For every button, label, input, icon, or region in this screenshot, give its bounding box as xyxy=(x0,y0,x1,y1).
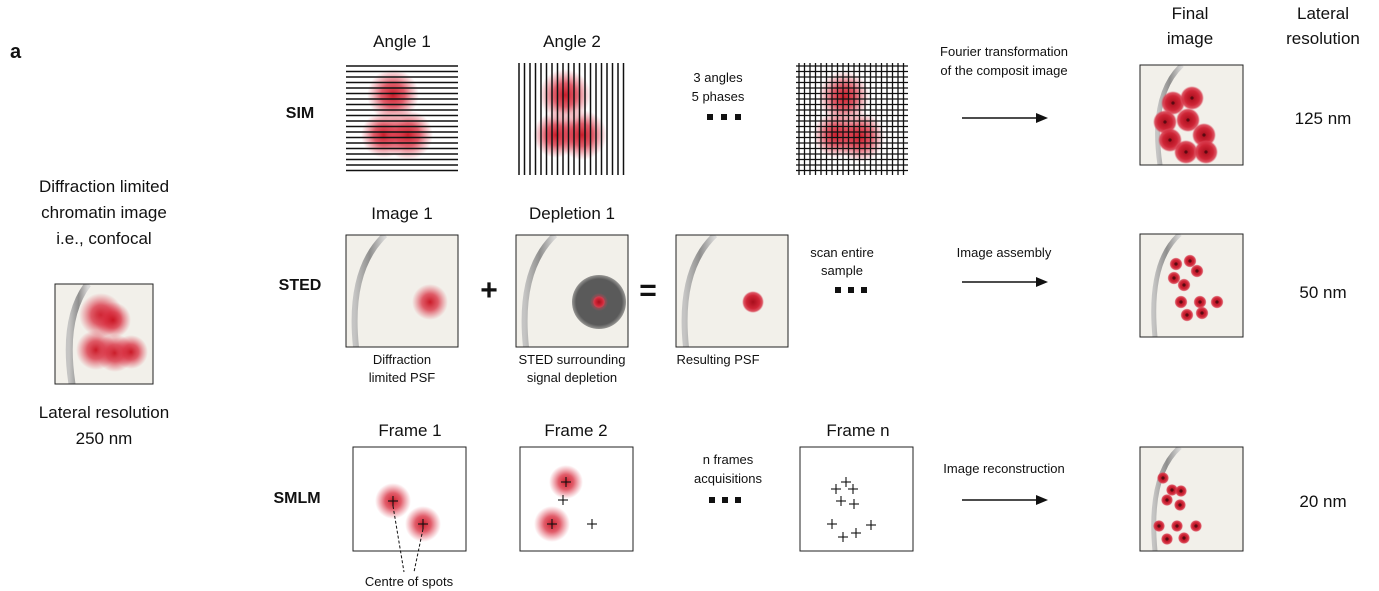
smlm-process-note: Image reconstruction xyxy=(943,461,1064,476)
sted-final-image xyxy=(1140,234,1243,337)
smlm-arrow xyxy=(962,495,1048,505)
sim-process-note-line2: of the composit image xyxy=(940,63,1067,78)
sted-process-note: Image assembly xyxy=(957,245,1052,260)
row-label-sted: STED xyxy=(279,277,322,294)
sted-step-note-line2: sample xyxy=(821,263,863,278)
sted-caption-depletion-line1: STED surrounding xyxy=(519,352,626,367)
sim-composite-image xyxy=(796,63,908,175)
smlm-frame-n xyxy=(799,446,914,552)
smlm-ellipsis xyxy=(709,497,741,503)
sim-process-note-line1: Fourier transformation xyxy=(940,44,1068,59)
left-caption-line2: chromatin image xyxy=(41,203,167,222)
sted-equals-sign: = xyxy=(639,274,657,307)
sim-ellipsis xyxy=(707,114,741,120)
sim-resolution: 125 nm xyxy=(1295,109,1352,128)
sted-resolution: 50 nm xyxy=(1299,283,1346,302)
left-caption-line3: i.e., confocal xyxy=(56,229,151,248)
sted-caption-depletion-line2: signal depletion xyxy=(527,370,617,385)
row-label-smlm: SMLM xyxy=(273,490,320,507)
sim-title-angle-1: Angle 1 xyxy=(373,32,431,51)
header-final-image-line1: Final xyxy=(1172,4,1209,23)
smlm-centre-leader-lines xyxy=(392,505,424,573)
header-final-image-line2: image xyxy=(1167,29,1213,48)
sted-step-note-line1: scan entire xyxy=(810,245,874,260)
sted-title-depletion-1: Depletion 1 xyxy=(529,204,615,223)
sted-ellipsis xyxy=(835,287,867,293)
sted-title-image-1: Image 1 xyxy=(371,204,432,223)
smlm-title-frame-n: Frame n xyxy=(826,421,889,440)
sted-caption-result: Resulting PSF xyxy=(676,352,759,367)
sim-arrow xyxy=(962,113,1048,123)
smlm-resolution: 20 nm xyxy=(1299,492,1346,511)
left-resolution-line2: 250 nm xyxy=(76,429,133,448)
smlm-frame-1 xyxy=(352,446,467,552)
sim-final-image xyxy=(1140,65,1243,165)
sim-angle-1-image xyxy=(346,65,458,172)
sted-arrow xyxy=(962,277,1048,287)
sim-angle-2-image xyxy=(518,63,625,175)
sim-step-note-line2: 5 phases xyxy=(692,89,745,104)
smlm-step-note-line1: n frames xyxy=(703,452,754,467)
smlm-centre-caption: Centre of spots xyxy=(365,574,454,589)
smlm-title-frame-1: Frame 1 xyxy=(378,421,441,440)
sted-image-1 xyxy=(346,235,458,347)
confocal-image xyxy=(55,284,153,384)
panel-label: a xyxy=(10,41,22,63)
smlm-step-note-line2: acquisitions xyxy=(694,471,762,486)
smlm-final-image xyxy=(1140,447,1243,551)
sted-resulting-psf-image xyxy=(676,235,788,347)
sim-title-angle-2: Angle 2 xyxy=(543,32,601,51)
header-lateral-resolution-line1: Lateral xyxy=(1297,4,1349,23)
row-label-sim: SIM xyxy=(286,105,314,122)
left-caption-line1: Diffraction limited xyxy=(39,177,169,196)
header-lateral-resolution-line2: resolution xyxy=(1286,29,1360,48)
smlm-title-frame-2: Frame 2 xyxy=(544,421,607,440)
smlm-frame-2 xyxy=(519,446,634,552)
sted-caption-psf-line1: Diffraction xyxy=(373,352,431,367)
sted-plus-sign: + xyxy=(480,274,498,307)
sted-depletion-1 xyxy=(516,235,628,347)
left-resolution-line1: Lateral resolution xyxy=(39,403,169,422)
sted-caption-psf-line2: limited PSF xyxy=(369,370,436,385)
sim-step-note-line1: 3 angles xyxy=(693,70,743,85)
